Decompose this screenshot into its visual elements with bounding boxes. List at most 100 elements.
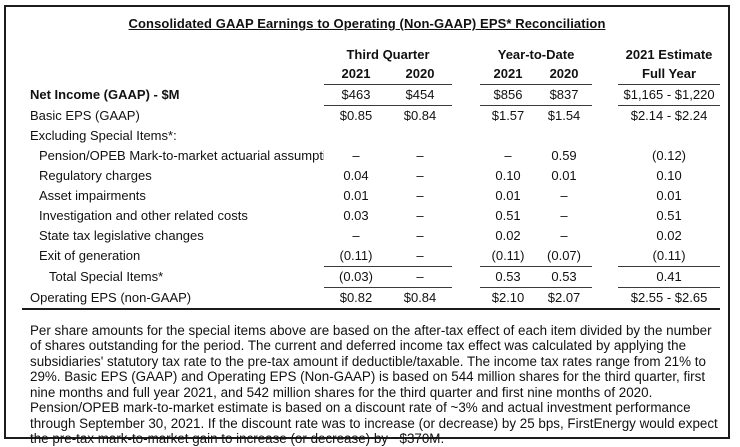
cell-value: $856 xyxy=(480,84,537,106)
reconciliation-panel: Consolidated GAAP Earnings to Operating … xyxy=(4,5,730,446)
table-row-investigation-costs: Investigation and other related costs 0.… xyxy=(22,206,720,226)
cell-value: $1,165 - $1,220 xyxy=(618,84,721,106)
spacer-cell xyxy=(592,146,618,166)
spacer-cell xyxy=(592,166,618,186)
cell-value: 0.01 xyxy=(551,168,577,183)
spacer-cell xyxy=(592,44,618,64)
cell-value: 0.41 xyxy=(618,266,721,288)
cell-value: $0.84 xyxy=(403,108,437,123)
cell-value xyxy=(536,126,592,146)
col-group-2021-estimate: 2021 Estimate xyxy=(625,46,713,62)
cell-value: 0.03 xyxy=(343,208,369,223)
spacer-cell xyxy=(452,44,480,64)
cell-value: 0.02 xyxy=(495,228,521,243)
cell-value: – xyxy=(388,245,453,267)
row-label: State tax legislative changes xyxy=(39,228,204,243)
spacer-cell xyxy=(22,44,324,64)
cell-value: – xyxy=(416,228,424,243)
cell-value: $463 xyxy=(324,84,388,106)
table-row-state-tax-changes: State tax legislative changes – – 0.02 –… xyxy=(22,226,720,246)
col-tq-2021: 2021 xyxy=(324,64,388,85)
cell-value: (0.12) xyxy=(652,148,687,163)
cell-value: – xyxy=(560,208,568,223)
cell-value: – xyxy=(416,168,424,183)
cell-value: 0.04 xyxy=(343,168,369,183)
cell-value: (0.07) xyxy=(536,245,593,267)
footnote-text: Per share amounts for the special items … xyxy=(30,322,718,447)
row-label: Total Special Items* xyxy=(49,269,164,284)
cell-value: (0.11) xyxy=(618,245,721,267)
cell-value xyxy=(618,126,720,146)
cell-value: (0.03) xyxy=(324,266,388,288)
cell-value: $0.82 xyxy=(324,287,388,310)
table-row-basic-eps: Basic EPS (GAAP) $0.85 $0.84 $1.57 $1.54… xyxy=(22,105,720,126)
row-label: Asset impairments xyxy=(39,188,146,203)
column-group-header-row: Third Quarter Year-to-Date 2021 Estimate xyxy=(22,44,720,64)
spacer-cell xyxy=(592,206,618,226)
cell-value: $454 xyxy=(388,84,453,106)
spacer-cell xyxy=(452,266,480,287)
row-label: Excluding Special Items*: xyxy=(30,128,177,143)
cell-value xyxy=(388,126,452,146)
spacer-cell xyxy=(452,146,480,166)
cell-value: 0.51 xyxy=(495,208,521,223)
cell-value: $1.57 xyxy=(491,108,525,123)
cell-value: (0.11) xyxy=(324,245,388,267)
cell-value: – xyxy=(560,188,568,203)
cell-value: $2.07 xyxy=(536,287,593,310)
year-header-row: 2021 2020 2021 2020 Full Year xyxy=(22,64,721,85)
spacer-cell xyxy=(592,246,618,267)
row-label: Pension/OPEB Mark-to-market actuarial as… xyxy=(39,148,324,163)
table-row-excluding-special-items: Excluding Special Items*: xyxy=(22,126,720,146)
row-label: Investigation and other related costs xyxy=(39,208,248,223)
table-row-total-special-items: Total Special Items* (0.03) – 0.53 0.53 … xyxy=(22,266,721,288)
spacer-cell xyxy=(452,206,480,226)
row-label: Net Income (GAAP) - $M xyxy=(30,87,180,102)
col-tq-2020: 2020 xyxy=(388,64,453,85)
cell-value: (0.11) xyxy=(480,245,537,267)
row-label: Exit of generation xyxy=(39,248,141,264)
col-group-year-to-date: Year-to-Date xyxy=(497,46,575,62)
col-ytd-2020: 2020 xyxy=(536,64,593,85)
spacer-cell xyxy=(452,246,480,267)
cell-value: $0.85 xyxy=(339,108,373,123)
table-row-operating-eps: Operating EPS (non-GAAP) $0.82 $0.84 $2.… xyxy=(22,287,721,310)
spacer-cell xyxy=(452,287,481,310)
cell-value: – xyxy=(504,148,512,163)
spacer-cell xyxy=(592,84,618,105)
spacer-cell xyxy=(592,186,618,206)
spacer-cell xyxy=(592,287,619,310)
table-row-pension-opeb: Pension/OPEB Mark-to-market actuarial as… xyxy=(22,146,720,166)
cell-value: $2.10 xyxy=(480,287,537,310)
col-ytd-2021: 2021 xyxy=(480,64,537,85)
col-group-third-quarter: Third Quarter xyxy=(346,46,430,62)
table-row-net-income: Net Income (GAAP) - $M $463 $454 $856 $8… xyxy=(22,84,721,106)
cell-value xyxy=(480,126,536,146)
cell-value: 0.02 xyxy=(656,228,682,243)
cell-value: – xyxy=(352,228,360,243)
cell-value: – xyxy=(352,148,360,163)
cell-value: – xyxy=(416,208,424,223)
cell-value: – xyxy=(416,188,424,203)
spacer-cell xyxy=(452,84,480,105)
cell-value: – xyxy=(416,148,424,163)
spacer-cell xyxy=(452,186,480,206)
row-label: Regulatory charges xyxy=(39,168,152,183)
cell-value: 0.01 xyxy=(656,188,682,203)
cell-value: $837 xyxy=(536,84,593,106)
cell-value: $2.14 - $2.24 xyxy=(630,108,708,123)
cell-value: 0.01 xyxy=(343,188,369,203)
spacer-cell xyxy=(452,105,480,126)
spacer-cell xyxy=(592,64,618,84)
cell-value: $1.54 xyxy=(547,108,581,123)
cell-value: – xyxy=(388,266,453,288)
cell-value: 0.10 xyxy=(656,168,682,183)
cell-value: 0.10 xyxy=(495,168,521,183)
cell-value: $2.55 - $2.65 xyxy=(618,287,721,310)
spacer-cell xyxy=(592,226,618,246)
reconciliation-table: Third Quarter Year-to-Date 2021 Estimate… xyxy=(22,44,721,310)
spacer-cell xyxy=(22,64,324,84)
table-row-regulatory-charges: Regulatory charges 0.04 – 0.10 0.01 0.10 xyxy=(22,166,720,186)
row-label: Operating EPS (non-GAAP) xyxy=(22,287,324,310)
col-full-year: Full Year xyxy=(618,64,721,85)
